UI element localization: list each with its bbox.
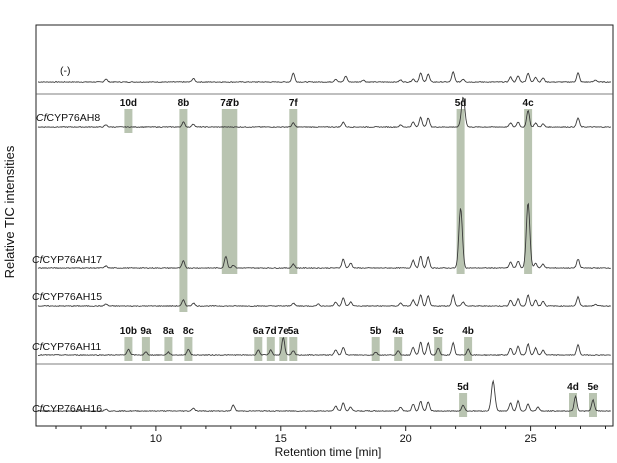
peak-label-8a: 8a — [163, 326, 175, 337]
peak-band-8b — [179, 109, 188, 312]
peak-band-4c — [524, 109, 533, 274]
peak-band-5d — [456, 109, 465, 274]
trace-label-CfCYP76AH16: CfCYP76AH16 — [32, 403, 102, 415]
peak-band-8a — [164, 337, 173, 361]
peak-label-4d: 4d — [567, 382, 579, 393]
peak-band-7e — [279, 337, 288, 361]
trace-layer — [37, 70, 612, 412]
peak-band-9a — [141, 337, 150, 361]
trace-CfCYP76AH15 — [37, 293, 611, 307]
peak-label-5d: 5d — [457, 382, 469, 393]
x-tick-label-10: 10 — [150, 433, 162, 445]
x-tick-label-20: 20 — [400, 433, 412, 445]
trace-(-) — [38, 70, 612, 83]
trace-label-CfCYP76AH15: CfCYP76AH15 — [32, 291, 102, 303]
peak-label-7f: 7f — [289, 98, 299, 109]
x-tick-label-15: 15 — [275, 433, 287, 445]
highlight-band-layer — [124, 109, 597, 417]
peak-label-5e: 5e — [587, 382, 599, 393]
peak-label-5a: 5a — [288, 326, 300, 337]
trace-CfCYP76AH17 — [37, 202, 611, 270]
peak-label-10d: 10d — [120, 98, 137, 109]
peak-label-6a: 6a — [253, 326, 265, 337]
frame-layer: 10 15 20 25 — [35, 24, 614, 445]
trace-CfCYP76AH16 — [37, 379, 611, 412]
peak-label-7d: 7d — [265, 326, 277, 337]
peak-band-10d — [124, 109, 133, 133]
peak-label-7b: 7b — [227, 98, 239, 109]
peak-label-5c: 5c — [433, 326, 445, 337]
peak-label-5b: 5b — [370, 326, 382, 337]
peak-label-7a: 7a — [220, 98, 232, 109]
trace-label-CfCYP76AH17: CfCYP76AH17 — [32, 254, 102, 266]
x-tick-label-25: 25 — [524, 433, 536, 445]
peak-label-5d: 5d — [455, 98, 467, 109]
peak-label-8c: 8c — [183, 326, 195, 337]
peak-band-7b — [229, 109, 238, 274]
x-axis-label: Retention time [min] — [275, 445, 382, 459]
peak-label-10b: 10b — [120, 326, 137, 337]
peak-band-7a — [221, 109, 230, 274]
peak-band-7f — [289, 109, 298, 274]
peak-band-6a — [254, 337, 263, 361]
peak-label-4c: 4c — [523, 98, 535, 109]
trace-label-CfCYP76AH11: CfCYP76AH11 — [32, 341, 101, 353]
y-axis-label: Relative TIC intensities — [2, 145, 17, 278]
peak-band-7d — [266, 337, 275, 361]
trace-label-(-): (-) — [60, 65, 71, 77]
peak-label-4b: 4b — [462, 326, 474, 337]
peak-label-9a: 9a — [140, 326, 152, 337]
plot-frame — [35, 24, 614, 427]
trace-CfCYP76AH11 — [38, 337, 611, 356]
peak-band-5b — [371, 337, 380, 361]
peak-band-4a — [394, 337, 403, 361]
peak-label-7e: 7e — [278, 326, 290, 337]
peak-band-5c — [434, 337, 443, 361]
peak-band-5a — [289, 337, 298, 361]
trace-CfCYP76AH8 — [37, 96, 612, 128]
trace-label-CfCYP76AH8: CfCYP76AH8 — [36, 112, 100, 124]
peak-label-4a: 4a — [393, 326, 405, 337]
peak-band-5e — [589, 393, 597, 417]
peak-band-4d — [569, 393, 577, 417]
peak-label-8b: 8b — [178, 98, 190, 109]
